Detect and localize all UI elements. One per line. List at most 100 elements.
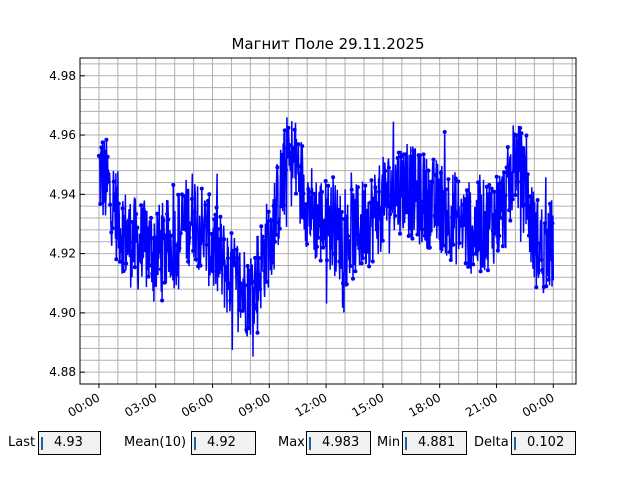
data-point — [512, 169, 516, 173]
data-point — [334, 214, 339, 219]
data-point — [201, 238, 205, 243]
stat-label-min: Min — [377, 435, 401, 450]
data-point — [474, 249, 479, 254]
data-point — [115, 235, 120, 240]
data-point — [269, 218, 274, 223]
data-point — [513, 193, 518, 197]
data-point — [326, 183, 331, 188]
data-point — [149, 215, 153, 220]
data-point — [266, 209, 271, 214]
data-point — [267, 241, 272, 246]
data-point — [131, 258, 136, 263]
data-point — [362, 190, 367, 195]
stat-label-last: Last — [8, 435, 36, 450]
data-point — [274, 232, 279, 237]
data-point — [442, 130, 447, 134]
data-point — [265, 227, 270, 232]
data-point — [168, 233, 173, 238]
stat-label-max: Max — [278, 435, 305, 450]
data-point — [113, 208, 117, 213]
data-point — [411, 148, 416, 153]
data-point — [142, 248, 147, 253]
data-point — [101, 198, 106, 203]
data-point — [378, 206, 383, 211]
data-point — [336, 211, 341, 215]
data-point — [357, 246, 362, 251]
data-point — [434, 173, 438, 177]
data-point — [137, 258, 142, 263]
data-point — [540, 267, 545, 272]
text-cursor — [309, 437, 311, 450]
data-point — [483, 238, 488, 243]
data-point — [440, 189, 445, 194]
data-point — [259, 224, 264, 229]
data-point — [298, 164, 303, 169]
data-point — [481, 263, 486, 268]
data-point — [549, 257, 554, 262]
data-point — [258, 287, 262, 292]
data-point — [457, 241, 462, 245]
stat-field-max[interactable]: 4.983 — [306, 431, 371, 455]
data-point — [373, 185, 378, 190]
y-tick-label: 4.94 — [49, 187, 76, 201]
data-point — [282, 128, 287, 133]
x-tick-label: 12:00 — [293, 390, 330, 419]
data-point — [466, 264, 471, 269]
data-point — [535, 198, 540, 202]
data-point — [353, 269, 358, 274]
data-point — [398, 231, 402, 236]
data-point — [295, 163, 300, 168]
data-point — [443, 187, 448, 192]
data-point — [294, 191, 298, 196]
stat-field-min[interactable]: 4.881 — [402, 431, 467, 455]
data-point — [98, 202, 103, 206]
data-point — [119, 248, 124, 253]
data-point — [238, 281, 243, 286]
data-point — [498, 215, 503, 220]
data-point — [514, 133, 519, 138]
data-point — [146, 274, 151, 279]
data-point — [386, 165, 391, 170]
data-point — [324, 258, 329, 263]
data-point — [348, 264, 353, 268]
data-point — [383, 168, 388, 173]
data-point — [103, 149, 108, 154]
data-point — [420, 227, 425, 232]
stat-value-min: 4.881 — [418, 435, 456, 450]
data-point — [344, 282, 349, 287]
data-point — [300, 144, 305, 149]
data-point — [310, 215, 315, 220]
stat-value-last: 4.93 — [54, 435, 83, 450]
data-point — [461, 202, 466, 207]
data-point — [311, 209, 316, 214]
data-point — [213, 212, 218, 217]
data-point — [379, 225, 384, 230]
stat-field-delta[interactable]: 0.102 — [511, 431, 576, 455]
data-point — [328, 215, 333, 220]
data-point — [250, 279, 255, 284]
data-point — [116, 201, 121, 206]
data-point — [374, 215, 379, 220]
data-point — [176, 192, 181, 197]
data-point — [472, 243, 477, 248]
data-point — [422, 233, 427, 238]
data-point — [517, 168, 521, 172]
data-point — [281, 203, 286, 208]
data-point — [500, 244, 505, 249]
data-point — [170, 271, 174, 276]
data-point — [233, 263, 238, 268]
series-layer — [96, 117, 555, 357]
data-point — [255, 330, 260, 335]
data-point — [453, 176, 458, 181]
data-point — [184, 200, 189, 205]
data-point — [120, 206, 125, 211]
data-point — [372, 196, 376, 201]
data-point — [446, 177, 451, 182]
data-point — [518, 126, 523, 130]
stat-field-mean[interactable]: 4.92 — [191, 431, 256, 455]
stat-field-last[interactable]: 4.93 — [38, 431, 101, 455]
data-point — [489, 186, 494, 191]
data-point — [323, 179, 328, 183]
data-point — [544, 284, 549, 289]
data-point — [161, 218, 166, 223]
